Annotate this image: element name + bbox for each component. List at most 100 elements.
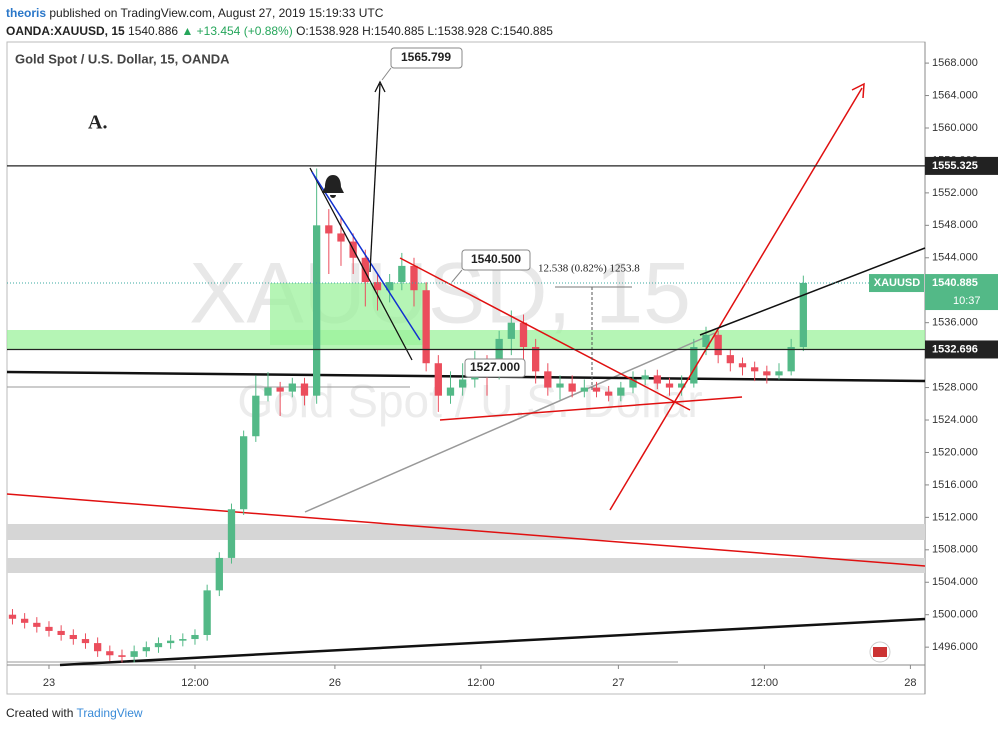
candle-body bbox=[154, 643, 163, 648]
candle-body bbox=[434, 363, 442, 396]
countdown: 10:37 bbox=[953, 295, 981, 307]
footer: Created with TradingView bbox=[6, 706, 143, 720]
symbol: OANDA:XAUUSD, 15 bbox=[6, 24, 125, 38]
y-tick-label: 1536.000 bbox=[932, 317, 978, 329]
candle-body bbox=[422, 290, 430, 364]
callout-pointer bbox=[381, 67, 392, 81]
annotation: 1527.000 bbox=[470, 360, 520, 374]
candle-body bbox=[556, 383, 564, 388]
candles bbox=[8, 168, 807, 663]
trend-line bbox=[59, 617, 926, 667]
y-tick-label: 1508.000 bbox=[932, 544, 978, 556]
zone bbox=[7, 524, 925, 540]
annotation: 1540.500 bbox=[471, 252, 521, 266]
callout bbox=[390, 47, 463, 69]
y-tick-label: 1500.000 bbox=[932, 609, 978, 621]
candle-body bbox=[264, 387, 272, 396]
candle-body bbox=[373, 282, 382, 291]
symbol-label: XAUUSD bbox=[874, 277, 921, 289]
candle-body bbox=[653, 375, 661, 384]
candle-body bbox=[45, 626, 53, 631]
price-label-box bbox=[925, 156, 998, 175]
trend-line bbox=[304, 332, 716, 513]
candle-body bbox=[106, 651, 114, 656]
candle-body bbox=[775, 371, 783, 376]
candle-body bbox=[276, 387, 284, 392]
annotation: 12.538 (0.82%) 1253.8 bbox=[538, 263, 640, 275]
trend-line bbox=[6, 493, 926, 567]
candle-body bbox=[288, 383, 296, 392]
annotation: A. bbox=[88, 112, 107, 134]
last-price-box bbox=[925, 274, 998, 311]
candle-body bbox=[179, 639, 187, 641]
candle-body bbox=[763, 371, 771, 376]
y-tick-label: 1496.000 bbox=[932, 641, 978, 653]
candle-body bbox=[507, 322, 515, 339]
candle-body bbox=[410, 265, 418, 291]
change: ▲ +13.454 (+0.88%) bbox=[181, 24, 293, 38]
x-tick-label: 12:00 bbox=[751, 677, 779, 689]
candle-body bbox=[678, 383, 686, 388]
candle-body bbox=[130, 651, 138, 657]
candle-body bbox=[665, 383, 674, 388]
candle-body bbox=[580, 387, 588, 392]
trend-line bbox=[309, 167, 413, 361]
x-tick-label: 12:00 bbox=[467, 677, 495, 689]
candle-body bbox=[57, 630, 65, 635]
x-tick-label: 23 bbox=[43, 677, 55, 689]
ohlc: O:1538.928 H:1540.885 L:1538.928 C:1540.… bbox=[296, 24, 553, 38]
author[interactable]: theoris bbox=[6, 6, 47, 20]
candle-body bbox=[726, 355, 734, 364]
candle-body bbox=[337, 233, 345, 242]
candle-body bbox=[300, 383, 309, 396]
footer-text: Created with bbox=[6, 706, 74, 720]
y-tick-label: 1520.000 bbox=[932, 446, 978, 458]
candle-body bbox=[617, 387, 625, 396]
candle-body bbox=[166, 640, 175, 644]
callout bbox=[461, 249, 531, 271]
candle-body bbox=[738, 363, 747, 368]
candle-body bbox=[361, 257, 369, 283]
candle-body bbox=[239, 436, 248, 510]
candle-body bbox=[532, 347, 540, 372]
candle-body bbox=[446, 387, 455, 396]
candle-body bbox=[215, 557, 223, 591]
y-tick-label: 1548.000 bbox=[932, 219, 978, 231]
arrow bbox=[609, 87, 863, 511]
candle-body bbox=[325, 225, 333, 234]
y-tick-label: 1544.000 bbox=[932, 252, 978, 264]
candle-body bbox=[519, 322, 528, 348]
candle-body bbox=[33, 622, 41, 627]
brand[interactable]: TradingView bbox=[76, 706, 143, 720]
candle-body bbox=[313, 225, 321, 396]
candle-body bbox=[702, 334, 710, 348]
flag-icon bbox=[873, 647, 887, 657]
candle-body bbox=[544, 371, 552, 388]
y-tick-label: 1516.000 bbox=[932, 479, 978, 491]
annotation: 1565.799 bbox=[401, 50, 451, 64]
last: 1540.886 bbox=[128, 24, 179, 38]
candle-body bbox=[799, 282, 807, 348]
zone bbox=[7, 330, 925, 349]
bell-icon bbox=[322, 175, 344, 198]
y-tick-label: 1568.000 bbox=[932, 57, 978, 69]
trend-line bbox=[439, 396, 743, 421]
price-label: 1532.696 bbox=[932, 343, 978, 355]
arrow-head bbox=[851, 82, 865, 99]
candle-body bbox=[495, 338, 503, 372]
chart-title: Gold Spot / U.S. Dollar, 15, OANDA bbox=[15, 51, 230, 66]
candle-body bbox=[227, 509, 236, 558]
candle-body bbox=[568, 383, 576, 392]
candle-body bbox=[203, 590, 211, 635]
arrow bbox=[369, 83, 381, 273]
x-tick-label: 12:00 bbox=[181, 677, 209, 689]
candle-body bbox=[386, 282, 394, 291]
y-tick-label: 1524.000 bbox=[932, 414, 978, 426]
price-label-box bbox=[925, 340, 998, 359]
arrow-head bbox=[374, 80, 386, 93]
x-tick-label: 26 bbox=[329, 677, 341, 689]
x-tick-label: 27 bbox=[612, 677, 624, 689]
candle-body bbox=[191, 634, 199, 640]
candle-body bbox=[690, 347, 698, 384]
